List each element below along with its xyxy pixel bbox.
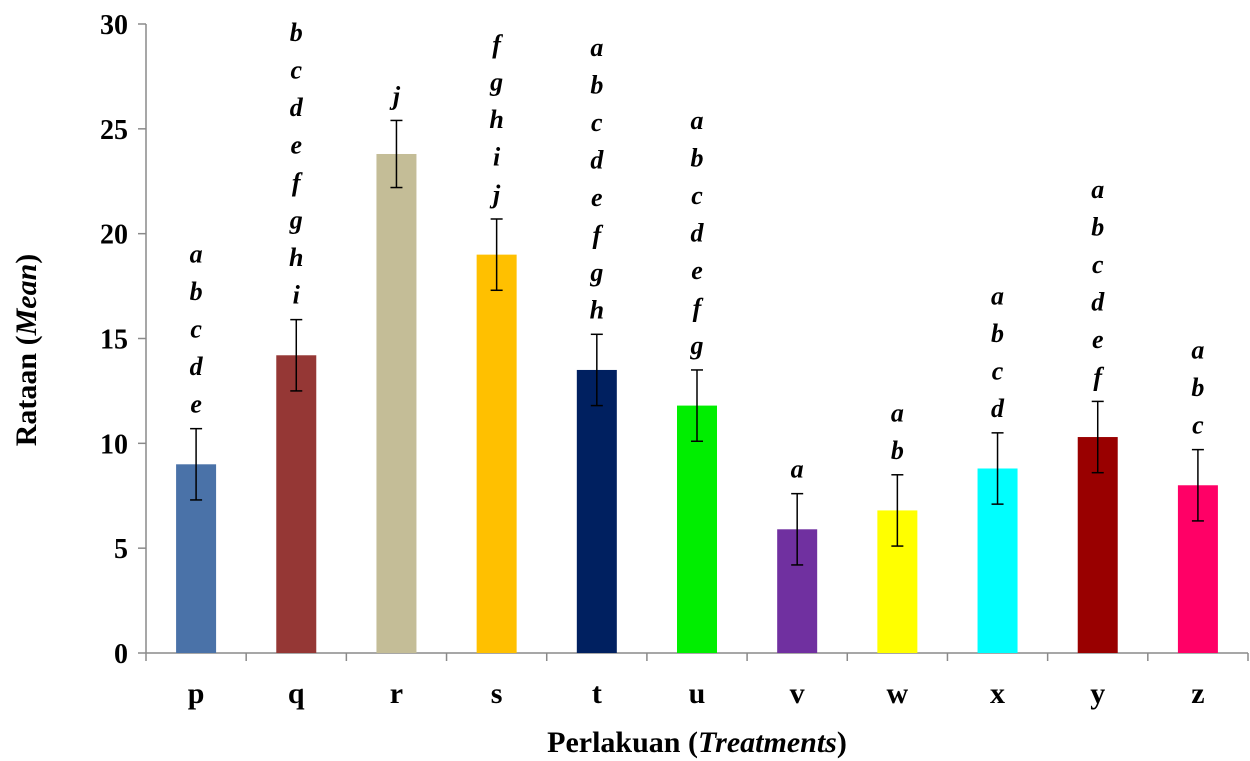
x-tick-label-r: r (390, 677, 403, 710)
significance-letter: d (190, 352, 204, 381)
significance-letter: c (591, 108, 603, 137)
bar-r (376, 153, 417, 653)
significance-letter: g (489, 67, 503, 96)
significance-letter: a (791, 455, 804, 484)
x-tick-label-z: z (1191, 677, 1204, 710)
significance-letter: a (190, 240, 203, 269)
significance-letter: a (1191, 336, 1204, 365)
error-bars (190, 119, 1204, 566)
significance-letter: d (1091, 287, 1105, 316)
significance-letter: g (589, 258, 603, 287)
x-tick-label-u: u (689, 677, 706, 710)
significance-letters: abcdebcdefghijfghijabcdefghabcdefgaababc… (190, 18, 1205, 484)
significance-letter: a (991, 281, 1004, 310)
significance-letter: c (691, 181, 703, 210)
significance-letter: h (489, 105, 503, 134)
significance-letter: a (691, 106, 704, 135)
y-tick-label: 15 (100, 325, 128, 356)
significance-letter: c (290, 56, 302, 85)
significance-letter: c (1192, 411, 1204, 440)
x-tick-label-x: x (990, 677, 1005, 710)
significance-letter: b (290, 18, 303, 47)
significance-letter: f (492, 30, 503, 59)
significance-letter: c (992, 356, 1004, 385)
significance-letter: b (590, 70, 603, 99)
significance-letter: a (590, 33, 603, 62)
significance-letter: i (293, 281, 301, 310)
y-tick-label: 5 (114, 534, 128, 565)
bar-t (576, 369, 617, 653)
significance-letter: e (1092, 325, 1104, 354)
significance-letter: j (389, 81, 401, 110)
significance-letter: b (1191, 373, 1204, 402)
y-tick-label: 25 (100, 115, 128, 146)
significance-letter: g (289, 206, 303, 235)
x-tick-label-w: w (887, 677, 909, 710)
significance-letter: h (289, 243, 303, 272)
x-tick-label-v: v (790, 677, 805, 710)
significance-letter: b (1091, 212, 1104, 241)
x-axis: p q r s t u v w x y z (145, 652, 1249, 710)
significance-letter: a (1091, 175, 1104, 204)
x-tick-label-q: q (288, 677, 305, 710)
y-tick-label: 10 (100, 429, 128, 460)
bars (176, 153, 1218, 653)
significance-letter: e (190, 390, 202, 419)
significance-letter: d (590, 145, 604, 174)
y-tick-label: 0 (114, 639, 128, 670)
significance-letter: f (292, 168, 303, 197)
bar-q (276, 355, 317, 653)
significance-letter: h (590, 295, 604, 324)
significance-letter: e (290, 131, 302, 160)
x-tick-label-p: p (188, 677, 205, 710)
significance-letter: b (691, 143, 704, 172)
bar-s (476, 254, 517, 653)
significance-letter: a (891, 398, 904, 427)
significance-letter: d (290, 93, 304, 122)
significance-letter: c (190, 315, 202, 344)
significance-letter: f (592, 220, 603, 249)
y-tick-label: 30 (100, 10, 128, 41)
x-tick-label-y: y (1090, 677, 1105, 710)
bar-u (677, 405, 717, 653)
x-tick-label-t: t (592, 677, 602, 710)
y-axis-title: Rataan (Mean) (10, 254, 43, 447)
significance-letter: e (591, 183, 603, 212)
significance-letter: d (691, 218, 705, 247)
significance-letter: f (693, 293, 704, 322)
significance-letter: f (1093, 362, 1104, 391)
y-tick-label: 20 (100, 220, 128, 251)
significance-letter: e (691, 256, 703, 285)
significance-letter: j (489, 180, 501, 209)
significance-letter: d (991, 394, 1005, 423)
significance-letter: g (690, 331, 704, 360)
y-axis: 0 5 10 15 20 25 30 (100, 10, 147, 670)
x-tick-label-s: s (491, 677, 503, 710)
significance-letter: b (991, 319, 1004, 348)
x-axis-title: Perlakuan (Treatments) (547, 726, 847, 759)
significance-letter: b (891, 436, 904, 465)
significance-letter: c (1092, 250, 1104, 279)
significance-letter: b (190, 277, 203, 306)
significance-letter: i (493, 142, 501, 171)
